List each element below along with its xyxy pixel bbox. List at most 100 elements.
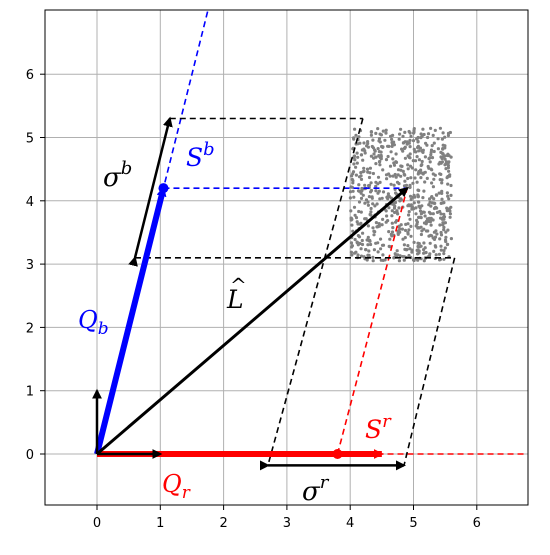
scatter-point: [393, 172, 397, 177]
scatter-point: [415, 180, 419, 184]
scatter-point: [409, 224, 413, 228]
label-Q-b: Qb: [78, 306, 109, 339]
marker-dots: [158, 183, 343, 459]
scatter-point: [411, 159, 415, 163]
scatter-point: [389, 182, 393, 186]
scatter-point: [367, 175, 372, 180]
scatter-point: [435, 210, 440, 214]
scatter-point: [438, 126, 442, 130]
scatter-point: [443, 135, 447, 139]
scatter-point: [348, 190, 353, 194]
scatter-point: [351, 189, 355, 193]
scatter-point: [356, 243, 360, 247]
scatter-point: [407, 213, 411, 217]
scatter-point: [355, 220, 359, 224]
scatter-point: [409, 197, 413, 201]
scatter-point: [356, 234, 360, 238]
scatter-point: [414, 168, 418, 172]
scatter-point: [448, 212, 452, 216]
scatter-point: [353, 251, 357, 255]
scatter-point: [375, 225, 379, 229]
scatter-point: [416, 145, 420, 150]
scatter-point: [356, 189, 361, 193]
scatter-point: [391, 226, 395, 230]
scatter-point: [371, 226, 375, 230]
scatter-point: [402, 258, 406, 262]
scatter-point: [386, 219, 390, 223]
scatter-point: [437, 191, 441, 195]
scatter-point: [445, 242, 449, 247]
scatter-point: [396, 168, 401, 172]
scatter-point: [443, 246, 447, 250]
scatter-point: [408, 156, 412, 160]
scatter-point: [352, 136, 356, 140]
scatter-point: [422, 189, 426, 193]
scatter-point: [447, 197, 451, 201]
scatter-point: [406, 163, 410, 167]
scatter-point: [362, 141, 366, 145]
scatter-point: [428, 241, 432, 245]
scatter-point: [394, 160, 398, 164]
scatter-point: [437, 252, 441, 256]
scatter-point: [386, 194, 390, 199]
scatter-point: [412, 240, 416, 244]
scatter-point: [445, 206, 449, 210]
scatter-point: [408, 145, 412, 149]
scatter-point: [432, 249, 436, 253]
scatter-point: [433, 128, 437, 132]
scatter-point: [381, 243, 386, 247]
scatter-point: [360, 148, 364, 152]
scatter-point: [414, 212, 418, 216]
scatter-point: [426, 135, 430, 140]
scatter-point: [378, 163, 382, 167]
scatter-point: [415, 155, 419, 159]
scatter-point: [408, 131, 412, 135]
scatter-point: [361, 170, 365, 174]
scatter-point: [432, 149, 436, 154]
scatter-point: [397, 259, 401, 263]
scatter-point: [401, 255, 405, 259]
scatter-point: [410, 206, 414, 210]
label-L-hat-accent: ^: [230, 273, 247, 297]
blue-direction-line: [96, 10, 209, 455]
scatter-point: [449, 237, 453, 241]
scatter-point: [428, 160, 432, 164]
scatter-point: [394, 220, 398, 224]
scatter-point: [369, 210, 373, 214]
scatter-point: [426, 132, 431, 136]
scatter-point: [352, 154, 357, 158]
scatter-point: [426, 229, 430, 233]
scatter-point: [439, 230, 443, 235]
scatter-point: [362, 255, 366, 259]
scatter-point: [389, 134, 393, 138]
scatter-point: [349, 241, 354, 245]
scatter-point: [402, 243, 406, 247]
scatter-point: [367, 195, 371, 199]
scatter-point: [374, 155, 378, 159]
scatter-point: [364, 248, 368, 252]
scatter-point: [423, 155, 427, 159]
scatter-point: [380, 223, 384, 227]
scatter-point: [376, 250, 380, 254]
scatter-point: [412, 131, 416, 135]
scatter-point: [379, 247, 383, 251]
scatter-point: [425, 176, 429, 180]
label-Q-r: Qr: [162, 470, 191, 503]
scatter-point: [372, 152, 376, 156]
scatter-point: [368, 166, 372, 170]
scatter-point: [348, 196, 352, 200]
scatter-point: [359, 247, 363, 251]
scatter-point: [373, 204, 377, 208]
scatter-point: [349, 209, 353, 213]
scatter-point: [360, 238, 364, 243]
scatter-point: [393, 252, 397, 256]
scatter-point: [353, 237, 357, 242]
scatter-point: [363, 201, 367, 205]
scatter-point: [435, 206, 439, 210]
scatter-point: [397, 182, 401, 186]
scatter-point: [356, 155, 360, 159]
scatter-point: [433, 244, 437, 248]
scatter-point: [418, 146, 422, 150]
axis-ticks: 0 1 2 3 4 5 6 0 1 2 3 4 5 6: [26, 68, 481, 531]
scatter-point: [359, 153, 363, 157]
